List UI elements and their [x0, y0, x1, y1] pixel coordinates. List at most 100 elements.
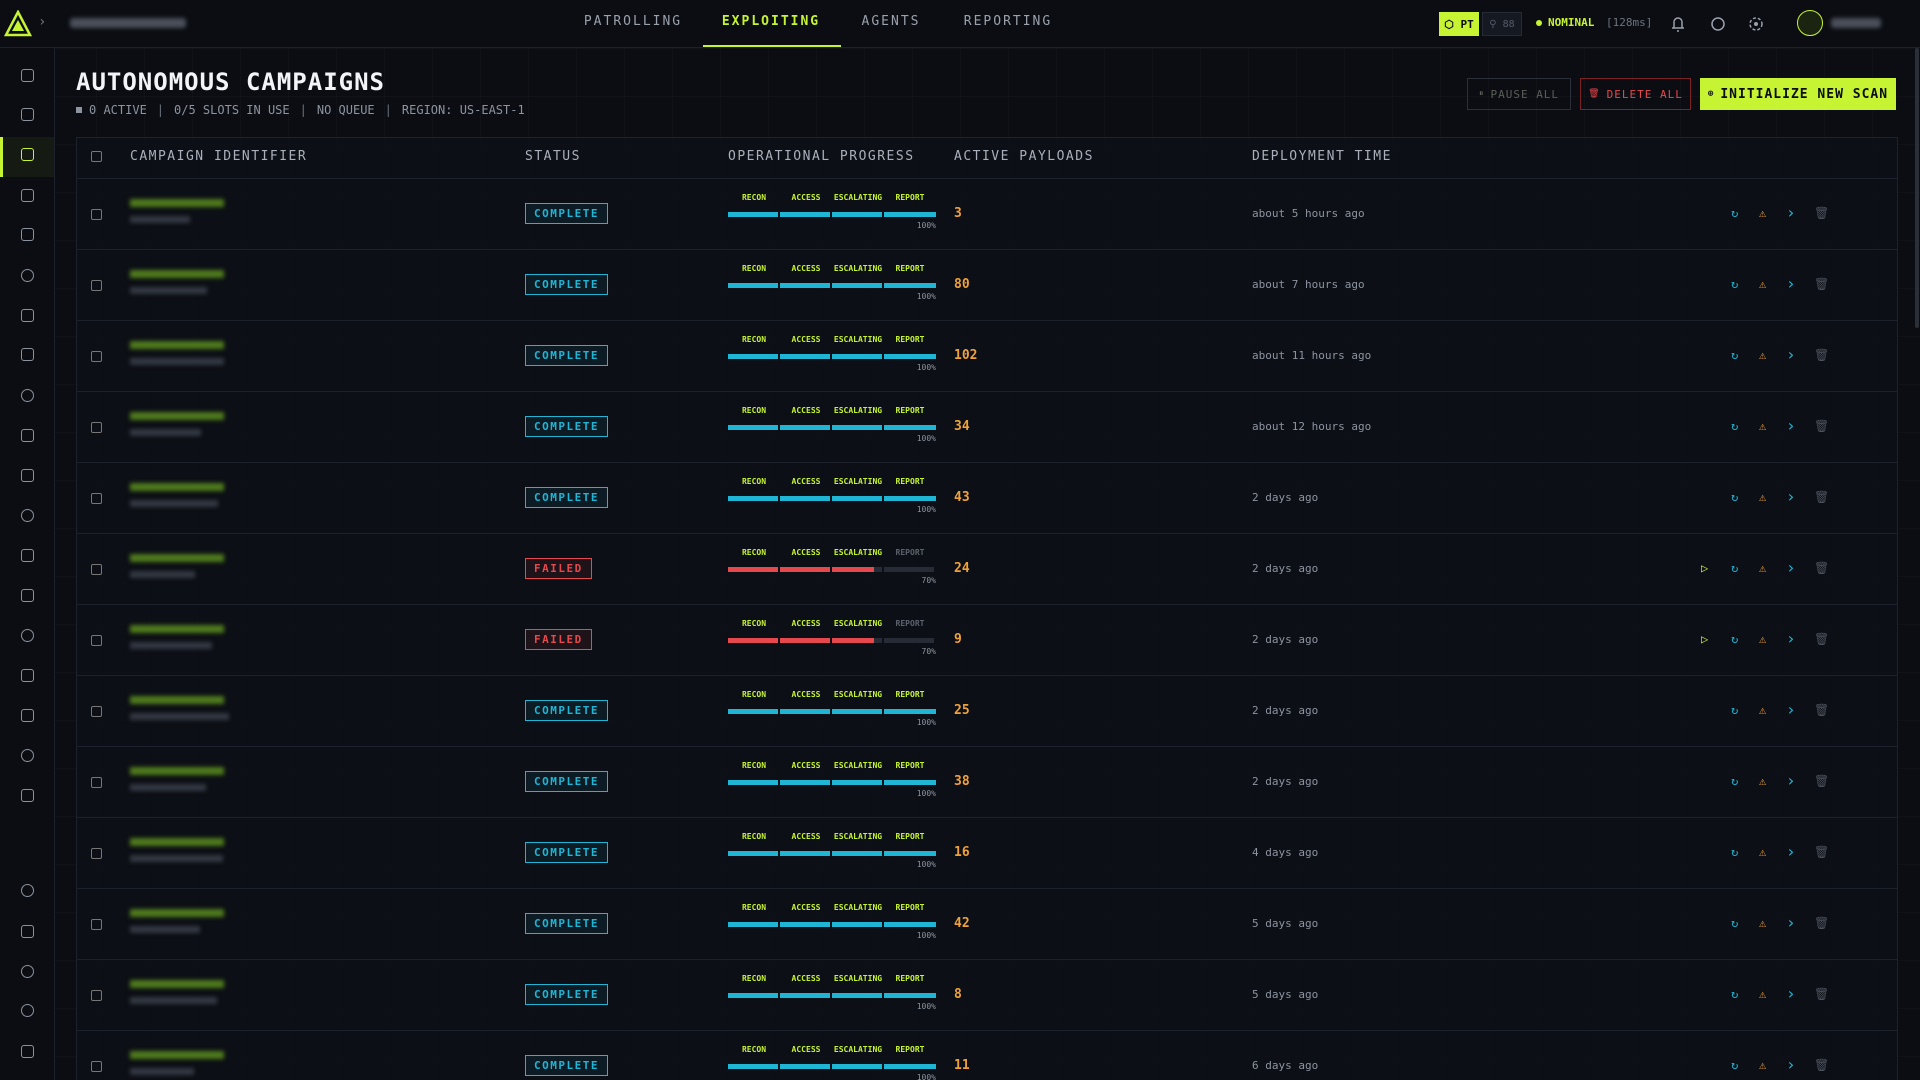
row-action[interactable]: 🗑: [1814, 206, 1830, 220]
row-action[interactable]: ↻: [1731, 561, 1739, 575]
row-action[interactable]: 🗑: [1814, 703, 1830, 717]
row-action[interactable]: ›: [1786, 771, 1796, 790]
action-button[interactable]: ⏸ PAUSE ALL: [1467, 78, 1571, 110]
row-action[interactable]: ▷: [1701, 561, 1709, 575]
row-action[interactable]: ›: [1786, 487, 1796, 506]
header-icons[interactable]: [1668, 14, 1788, 34]
row-action[interactable]: ⚠: [1759, 1058, 1767, 1072]
row-action[interactable]: ›: [1786, 274, 1796, 293]
row-checkbox[interactable]: [91, 493, 102, 504]
sidebar-icon[interactable]: [21, 884, 34, 897]
row-checkbox[interactable]: [91, 990, 102, 1001]
row-checkbox[interactable]: [91, 422, 102, 433]
action-button[interactable]: 🗑 DELETE ALL: [1580, 78, 1691, 110]
row-checkbox[interactable]: [91, 777, 102, 788]
row-action[interactable]: ›: [1786, 345, 1796, 364]
row-action[interactable]: ›: [1786, 1055, 1796, 1074]
row-action[interactable]: ›: [1786, 203, 1796, 222]
action-button[interactable]: ⊕ INITIALIZE NEW SCAN: [1700, 78, 1896, 110]
row-action[interactable]: ›: [1786, 984, 1796, 1003]
row-action[interactable]: ⚠: [1759, 774, 1767, 788]
sidebar-icon[interactable]: [21, 389, 34, 402]
row-checkbox[interactable]: [91, 919, 102, 930]
sidebar-icon[interactable]: [21, 965, 34, 978]
row-action[interactable]: ▷: [1701, 632, 1709, 646]
row-action[interactable]: ↻: [1731, 845, 1739, 859]
row-action[interactable]: ›: [1786, 558, 1796, 577]
row-action[interactable]: 🗑: [1814, 561, 1830, 575]
sidebar-icon[interactable]: [21, 269, 34, 282]
nav-item[interactable]: PATROLLING: [583, 14, 683, 29]
mode-badge[interactable]: ⬡ PT: [1439, 12, 1479, 36]
row-action[interactable]: ›: [1786, 700, 1796, 719]
nav-item[interactable]: REPORTING: [963, 14, 1053, 29]
sidebar-icon[interactable]: [21, 108, 34, 121]
row-action[interactable]: ⚠: [1759, 632, 1767, 646]
row-action[interactable]: ⚠: [1759, 277, 1767, 291]
row-action[interactable]: ⚠: [1759, 206, 1767, 220]
row-checkbox[interactable]: [91, 848, 102, 859]
sidebar-icon[interactable]: [21, 189, 34, 202]
row-action[interactable]: 🗑: [1814, 632, 1830, 646]
row-action[interactable]: 🗑: [1814, 419, 1830, 433]
row-action[interactable]: ↻: [1731, 419, 1739, 433]
sidebar-icon[interactable]: [21, 1004, 34, 1017]
sidebar-icon[interactable]: [21, 549, 34, 562]
row-action[interactable]: ⚠: [1759, 561, 1767, 575]
row-action[interactable]: 🗑: [1814, 916, 1830, 930]
row-action[interactable]: 🗑: [1814, 1058, 1830, 1072]
sidebar-icon[interactable]: [21, 429, 34, 442]
row-checkbox[interactable]: [91, 564, 102, 575]
sidebar-icon[interactable]: [21, 925, 34, 938]
sidebar-icon[interactable]: [21, 789, 34, 802]
row-action[interactable]: ⚠: [1759, 916, 1767, 930]
row-action[interactable]: ›: [1786, 629, 1796, 648]
count-badge[interactable]: ⚲ 88: [1482, 12, 1522, 36]
row-action[interactable]: ↻: [1731, 987, 1739, 1001]
sidebar-icon[interactable]: [21, 709, 34, 722]
nav-item[interactable]: EXPLOITING: [721, 14, 821, 29]
sidebar-icon[interactable]: [21, 228, 34, 241]
sidebar-icon[interactable]: [21, 749, 34, 762]
row-checkbox[interactable]: [91, 635, 102, 646]
select-all-checkbox[interactable]: [91, 151, 102, 162]
sidebar-icon[interactable]: [21, 629, 34, 642]
row-action[interactable]: ⚠: [1759, 348, 1767, 362]
sidebar-icon[interactable]: [21, 669, 34, 682]
scrollbar[interactable]: [1915, 48, 1919, 328]
row-action[interactable]: 🗑: [1814, 348, 1830, 362]
row-action[interactable]: ⚠: [1759, 490, 1767, 504]
row-action[interactable]: ›: [1786, 842, 1796, 861]
row-action[interactable]: 🗑: [1814, 490, 1830, 504]
row-action[interactable]: ⚠: [1759, 703, 1767, 717]
sidebar-icon[interactable]: [21, 69, 34, 82]
row-action[interactable]: ›: [1786, 416, 1796, 435]
sidebar-icon[interactable]: [21, 1045, 34, 1058]
row-action[interactable]: ↻: [1731, 490, 1739, 504]
sidebar-icon[interactable]: [21, 348, 34, 361]
row-action[interactable]: ⚠: [1759, 987, 1767, 1001]
row-action[interactable]: ›: [1786, 913, 1796, 932]
avatar[interactable]: [1797, 10, 1823, 36]
nav-item[interactable]: AGENTS: [861, 14, 921, 29]
row-action[interactable]: ↻: [1731, 916, 1739, 930]
row-action[interactable]: 🗑: [1814, 845, 1830, 859]
row-action[interactable]: 🗑: [1814, 987, 1830, 1001]
row-action[interactable]: ↻: [1731, 206, 1739, 220]
row-action[interactable]: ↻: [1731, 774, 1739, 788]
row-action[interactable]: 🗑: [1814, 277, 1830, 291]
sidebar-icon[interactable]: [21, 148, 34, 161]
row-checkbox[interactable]: [91, 706, 102, 717]
row-action[interactable]: ↻: [1731, 277, 1739, 291]
expand-sidebar[interactable]: ›: [38, 14, 47, 30]
row-action[interactable]: ⚠: [1759, 419, 1767, 433]
row-action[interactable]: ↻: [1731, 348, 1739, 362]
sidebar-icon[interactable]: [21, 469, 34, 482]
row-action[interactable]: ↻: [1731, 703, 1739, 717]
row-checkbox[interactable]: [91, 280, 102, 291]
row-checkbox[interactable]: [91, 1061, 102, 1072]
row-action[interactable]: 🗑: [1814, 774, 1830, 788]
sidebar-icon[interactable]: [21, 309, 34, 322]
row-action[interactable]: ⚠: [1759, 845, 1767, 859]
row-action[interactable]: ↻: [1731, 632, 1739, 646]
